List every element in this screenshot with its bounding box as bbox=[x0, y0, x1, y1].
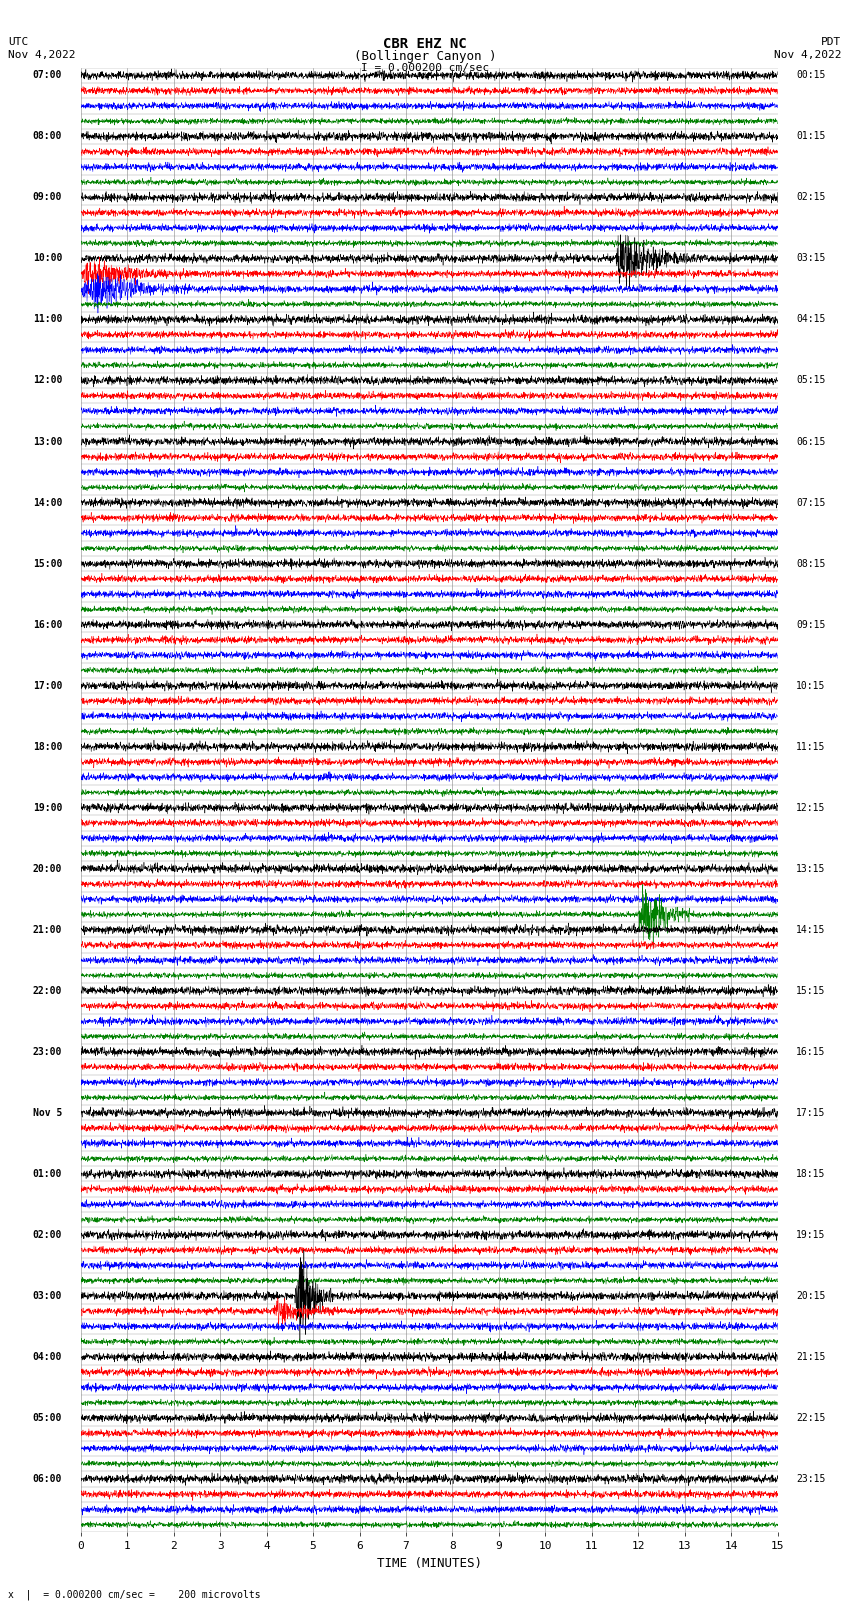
Text: 13:00: 13:00 bbox=[33, 437, 62, 447]
Text: 01:15: 01:15 bbox=[796, 131, 825, 142]
Text: 02:15: 02:15 bbox=[796, 192, 825, 202]
Text: 16:00: 16:00 bbox=[33, 619, 62, 629]
Text: 06:15: 06:15 bbox=[796, 437, 825, 447]
Text: 14:00: 14:00 bbox=[33, 497, 62, 508]
Text: 17:00: 17:00 bbox=[33, 681, 62, 690]
Text: 06:00: 06:00 bbox=[33, 1474, 62, 1484]
Text: 07:00: 07:00 bbox=[33, 71, 62, 81]
Text: 11:15: 11:15 bbox=[796, 742, 825, 752]
Text: (Bollinger Canyon ): (Bollinger Canyon ) bbox=[354, 50, 496, 63]
Text: 08:00: 08:00 bbox=[33, 131, 62, 142]
Text: I = 0.000200 cm/sec: I = 0.000200 cm/sec bbox=[361, 63, 489, 73]
Text: 20:00: 20:00 bbox=[33, 863, 62, 874]
Text: 23:00: 23:00 bbox=[33, 1047, 62, 1057]
Text: x  |  = 0.000200 cm/sec =    200 microvolts: x | = 0.000200 cm/sec = 200 microvolts bbox=[8, 1589, 261, 1600]
Text: 08:15: 08:15 bbox=[796, 558, 825, 568]
Text: 05:15: 05:15 bbox=[796, 376, 825, 386]
Text: 10:15: 10:15 bbox=[796, 681, 825, 690]
Text: 18:00: 18:00 bbox=[33, 742, 62, 752]
Text: 01:00: 01:00 bbox=[33, 1169, 62, 1179]
Text: 20:15: 20:15 bbox=[796, 1290, 825, 1300]
Text: 15:15: 15:15 bbox=[796, 986, 825, 995]
Text: 12:15: 12:15 bbox=[796, 803, 825, 813]
Text: 22:15: 22:15 bbox=[796, 1413, 825, 1423]
Text: 07:15: 07:15 bbox=[796, 497, 825, 508]
Text: 12:00: 12:00 bbox=[33, 376, 62, 386]
Text: 19:15: 19:15 bbox=[796, 1229, 825, 1240]
Text: 21:00: 21:00 bbox=[33, 924, 62, 934]
Text: 09:15: 09:15 bbox=[796, 619, 825, 629]
Text: Nov 4,2022: Nov 4,2022 bbox=[774, 50, 842, 60]
Text: 03:15: 03:15 bbox=[796, 253, 825, 263]
Text: 14:15: 14:15 bbox=[796, 924, 825, 934]
Text: 13:15: 13:15 bbox=[796, 863, 825, 874]
Text: 04:00: 04:00 bbox=[33, 1352, 62, 1361]
Text: 22:00: 22:00 bbox=[33, 986, 62, 995]
Text: Nov 4,2022: Nov 4,2022 bbox=[8, 50, 76, 60]
Text: 21:15: 21:15 bbox=[796, 1352, 825, 1361]
Text: Nov 5: Nov 5 bbox=[33, 1108, 62, 1118]
Text: PDT: PDT bbox=[821, 37, 842, 47]
Text: 00:15: 00:15 bbox=[796, 71, 825, 81]
Text: 11:00: 11:00 bbox=[33, 315, 62, 324]
X-axis label: TIME (MINUTES): TIME (MINUTES) bbox=[377, 1557, 482, 1569]
Text: 19:00: 19:00 bbox=[33, 803, 62, 813]
Text: UTC: UTC bbox=[8, 37, 29, 47]
Text: 18:15: 18:15 bbox=[796, 1169, 825, 1179]
Text: 04:15: 04:15 bbox=[796, 315, 825, 324]
Text: 02:00: 02:00 bbox=[33, 1229, 62, 1240]
Text: 05:00: 05:00 bbox=[33, 1413, 62, 1423]
Text: 16:15: 16:15 bbox=[796, 1047, 825, 1057]
Text: 17:15: 17:15 bbox=[796, 1108, 825, 1118]
Text: 23:15: 23:15 bbox=[796, 1474, 825, 1484]
Text: 10:00: 10:00 bbox=[33, 253, 62, 263]
Text: 15:00: 15:00 bbox=[33, 558, 62, 568]
Text: 09:00: 09:00 bbox=[33, 192, 62, 202]
Text: CBR EHZ NC: CBR EHZ NC bbox=[383, 37, 467, 52]
Text: 03:00: 03:00 bbox=[33, 1290, 62, 1300]
